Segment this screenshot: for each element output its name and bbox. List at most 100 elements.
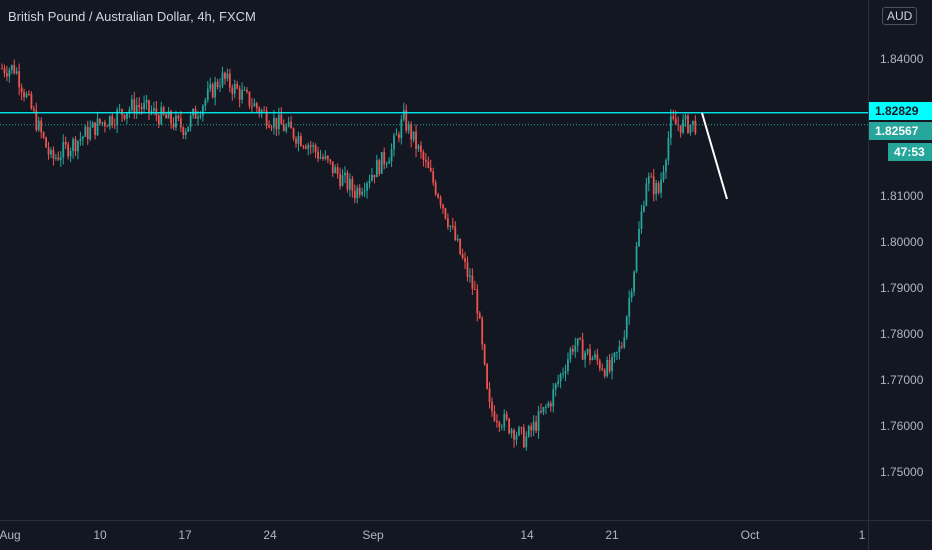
candle[interactable] [209, 77, 212, 93]
candle[interactable] [57, 151, 60, 161]
candle[interactable] [265, 106, 268, 130]
candle[interactable] [407, 121, 410, 134]
candle[interactable] [118, 103, 121, 113]
candle[interactable] [334, 164, 337, 174]
candle[interactable] [30, 91, 33, 110]
candle[interactable] [415, 124, 417, 158]
candle[interactable] [503, 409, 506, 432]
candle[interactable] [297, 131, 300, 152]
candle[interactable] [473, 280, 476, 290]
candle[interactable] [277, 107, 280, 136]
candle[interactable] [113, 118, 116, 130]
candle[interactable] [483, 343, 486, 366]
candle[interactable] [349, 173, 351, 197]
candle[interactable] [162, 105, 165, 117]
candle[interactable] [660, 172, 662, 198]
candle[interactable] [598, 358, 601, 372]
candle[interactable] [571, 344, 574, 355]
candle[interactable] [508, 417, 511, 435]
candle[interactable] [351, 175, 354, 198]
candle[interactable] [486, 363, 488, 390]
candle[interactable] [221, 66, 224, 89]
candle[interactable] [336, 163, 339, 179]
candle[interactable] [145, 94, 148, 110]
candle[interactable] [104, 119, 106, 133]
candle[interactable] [633, 270, 635, 296]
candle[interactable] [94, 122, 96, 140]
candle[interactable] [64, 136, 67, 149]
candle[interactable] [522, 424, 525, 449]
candle[interactable] [361, 187, 364, 197]
candle[interactable] [647, 172, 650, 192]
candle[interactable] [309, 140, 312, 155]
candle[interactable] [510, 427, 513, 439]
candlestick-chart[interactable] [0, 0, 868, 520]
candle[interactable] [241, 82, 243, 104]
candle[interactable] [6, 65, 8, 82]
candle[interactable] [23, 88, 25, 102]
candle[interactable] [464, 252, 466, 270]
candle[interactable] [581, 332, 584, 360]
candle[interactable] [187, 126, 190, 133]
candle[interactable] [292, 127, 295, 142]
candle[interactable] [324, 150, 327, 161]
candle[interactable] [628, 290, 631, 325]
candle[interactable] [518, 425, 520, 437]
candle[interactable] [290, 115, 292, 129]
candle[interactable] [135, 97, 138, 119]
candle[interactable] [255, 101, 258, 113]
candle[interactable] [371, 167, 373, 182]
candle[interactable] [652, 168, 655, 202]
trend-line-drawing[interactable] [701, 112, 728, 200]
candle[interactable] [319, 149, 322, 160]
candle[interactable] [606, 356, 609, 378]
candle[interactable] [542, 406, 545, 416]
candle[interactable] [182, 126, 185, 140]
candle[interactable] [233, 79, 236, 99]
candle[interactable] [420, 140, 422, 159]
candle[interactable] [471, 268, 474, 295]
candle[interactable] [25, 91, 28, 99]
candle[interactable] [45, 136, 47, 148]
candle[interactable] [390, 143, 393, 167]
candle[interactable] [500, 424, 503, 431]
candle[interactable] [476, 284, 479, 322]
candle[interactable] [635, 241, 638, 274]
candle[interactable] [657, 181, 660, 195]
candle[interactable] [214, 76, 217, 106]
candle[interactable] [226, 68, 229, 82]
candle[interactable] [341, 168, 344, 187]
candle[interactable] [608, 354, 611, 374]
candle[interactable] [667, 131, 670, 166]
candle[interactable] [434, 179, 437, 197]
candle[interactable] [603, 368, 606, 379]
candle[interactable] [258, 106, 261, 118]
candle[interactable] [322, 153, 324, 161]
candle[interactable] [625, 315, 628, 341]
candle[interactable] [287, 116, 290, 128]
candle[interactable] [456, 234, 459, 242]
candle[interactable] [72, 136, 74, 159]
candle[interactable] [89, 120, 92, 142]
candle[interactable] [40, 117, 43, 139]
candle[interactable] [491, 397, 493, 417]
candle[interactable] [157, 112, 160, 128]
candle[interactable] [295, 136, 297, 148]
candle[interactable] [383, 147, 386, 170]
candle[interactable] [243, 86, 246, 92]
candle[interactable] [527, 424, 530, 438]
candle[interactable] [35, 102, 38, 132]
candle[interactable] [314, 143, 317, 159]
candle[interactable] [18, 63, 21, 96]
candle[interactable] [535, 415, 537, 434]
candle[interactable] [385, 161, 388, 169]
candle[interactable] [148, 99, 150, 121]
candle[interactable] [393, 132, 395, 157]
candle[interactable] [623, 330, 626, 349]
candle[interactable] [669, 109, 672, 146]
candle[interactable] [37, 116, 40, 132]
candle[interactable] [488, 381, 491, 409]
candle[interactable] [398, 131, 400, 143]
candle[interactable] [549, 400, 552, 412]
candle[interactable] [62, 134, 65, 165]
